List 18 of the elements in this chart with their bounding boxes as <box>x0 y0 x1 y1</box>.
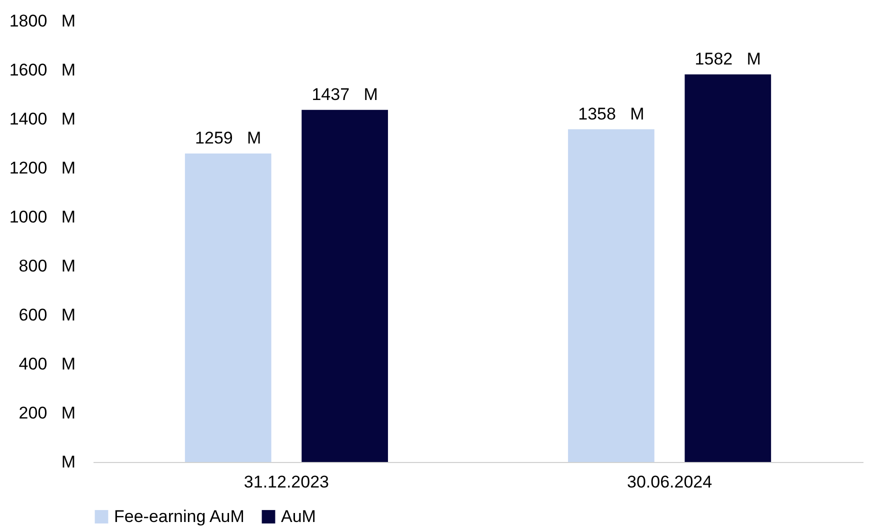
legend-label: AuM <box>281 506 316 526</box>
y-tick-label: 400 M <box>18 354 76 374</box>
data-label: 1358 M <box>578 104 644 124</box>
x-tick-label: 31.12.2023 <box>244 472 330 492</box>
y-tick-label: 1000 M <box>9 208 76 226</box>
y-tick-label: 800 M <box>18 256 76 276</box>
x-tick-label: 30.06.2024 <box>626 472 712 492</box>
data-label: 1437 M <box>312 84 378 104</box>
y-tick-label: 200 M <box>18 404 76 422</box>
data-label: 1582 M <box>694 49 761 68</box>
data-label: 1259 M <box>195 128 262 148</box>
y-tick-label: 1800 M <box>9 12 76 30</box>
y-tick-label: 600 M <box>18 306 76 324</box>
y-tick-label: M <box>61 452 76 472</box>
y-tick-label: 1600 M <box>9 60 76 80</box>
legend-label: Fee-earning AuM <box>114 506 244 526</box>
y-tick-label: 1400 M <box>9 110 76 128</box>
y-tick-label: 1200 M <box>9 158 76 178</box>
